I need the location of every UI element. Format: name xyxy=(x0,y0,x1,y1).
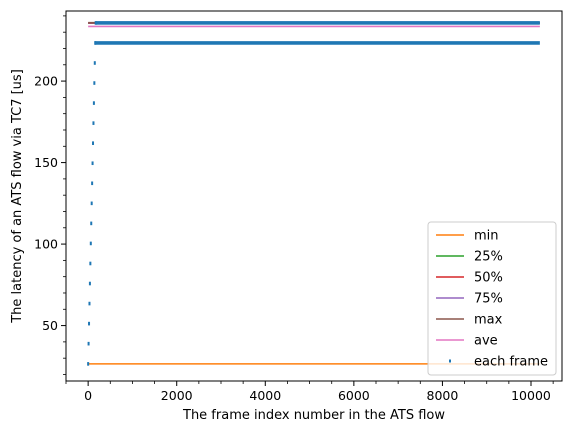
legend-label-max: max xyxy=(474,313,503,328)
data-point xyxy=(94,61,96,65)
y-tick-label-50: 50 xyxy=(42,318,58,333)
data-point xyxy=(87,362,89,366)
x-tick-label-6000: 6000 xyxy=(338,388,370,403)
data-point xyxy=(88,322,90,326)
data-point xyxy=(89,262,91,266)
legend-label-ave: ave xyxy=(474,334,498,349)
legend-swatch-each-frame xyxy=(449,360,451,363)
x-axis: 0 2000 4000 6000 8000 10000 xyxy=(66,381,553,403)
data-point xyxy=(88,342,90,346)
data-point xyxy=(92,161,94,165)
y-axis-label: The latency of an ATS flow via TC7 [us] xyxy=(10,69,25,324)
legend-label-each-frame: each frame xyxy=(474,355,548,370)
legend-label-50-: 50% xyxy=(474,271,503,286)
legend-label-min: min xyxy=(474,229,499,244)
x-tick-label-2000: 2000 xyxy=(161,388,193,403)
legend-label-25-: 25% xyxy=(474,250,503,265)
legend: min 25% 50% 75% max ave each frame xyxy=(428,222,556,375)
data-point xyxy=(90,222,92,226)
y-tick-label-200: 200 xyxy=(34,74,58,89)
y-tick-label-150: 150 xyxy=(34,155,58,170)
x-tick-label-4000: 4000 xyxy=(249,388,281,403)
y-tick-label-100: 100 xyxy=(34,237,58,252)
x-tick-label-10000: 10000 xyxy=(511,388,551,403)
data-point xyxy=(91,181,93,185)
data-point xyxy=(93,101,95,105)
data-point xyxy=(88,302,90,306)
x-tick-label-0: 0 xyxy=(84,388,92,403)
data-point xyxy=(93,81,95,85)
data-point xyxy=(91,202,93,206)
data-point xyxy=(92,121,94,125)
data-point xyxy=(90,242,92,246)
x-axis-label: The frame index number in the ATS flow xyxy=(182,408,445,423)
legend-label-75-: 75% xyxy=(474,292,503,307)
y-axis: 50 100 150 200 xyxy=(34,16,66,375)
x-tick-label-8000: 8000 xyxy=(427,388,459,403)
data-point xyxy=(89,282,91,286)
data-point xyxy=(92,141,94,145)
data-point-band xyxy=(95,41,540,45)
data-point-band xyxy=(96,21,540,25)
